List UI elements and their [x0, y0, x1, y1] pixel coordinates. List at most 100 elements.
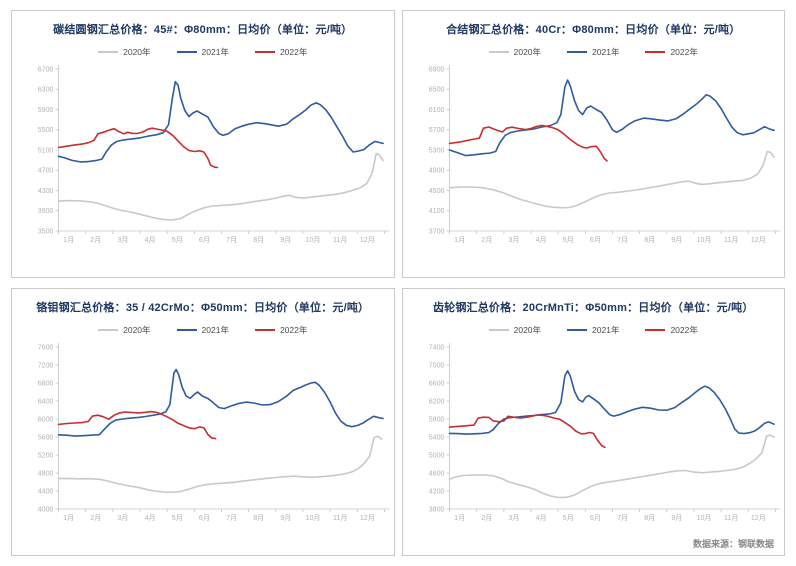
series-line-2022年 — [448, 414, 606, 449]
x-tick-label: 8月 — [253, 236, 264, 244]
line-chart: 3500 3900 4300 4700 5100 5500 5900 6300 6700 1月 2月… — [38, 65, 390, 244]
y-tick-label: 4500 — [428, 188, 444, 195]
legend-line-swatch — [488, 328, 509, 331]
x-tick-label: 2月 — [90, 514, 101, 522]
legend-item-2022: 2022年 — [645, 46, 698, 58]
x-tick-label: 3月 — [117, 514, 128, 522]
x-tick-label: 3月 — [508, 236, 519, 244]
series-line-2022年 — [57, 410, 217, 440]
legend-line-swatch — [98, 328, 119, 331]
chart-title: 碳结圆钢汇总价格：45#：Φ80mm：日均价（单位：元/吨） — [53, 24, 353, 36]
x-tick-label: 1月 — [454, 236, 465, 244]
x-tick-label: 7月 — [617, 236, 628, 244]
y-tick-label: 6800 — [38, 381, 54, 388]
legend-item-2020: 2020年 — [488, 324, 542, 336]
y-tick-label: 7600 — [38, 345, 54, 352]
legend-line-swatch — [176, 50, 197, 53]
y-tick-label: 4400 — [38, 489, 54, 496]
x-tick-label: 9月 — [280, 236, 291, 244]
y-tick-label: 7200 — [38, 363, 54, 370]
chart-panel-crmo-steel: 铬钼钢汇总价格：35 / 42CrMo：Φ50mm：日均价（单位：元/吨） 20… — [11, 288, 395, 556]
x-tick-label: 6月 — [199, 236, 210, 244]
x-tick-label: 3月 — [117, 236, 128, 244]
y-tick-label: 4000 — [38, 507, 54, 514]
chart-legend: 2020年 2021年 2022年 — [403, 323, 785, 336]
legend-item-2022: 2022年 — [254, 324, 308, 336]
y-tick-label: 4300 — [38, 188, 54, 195]
y-tick-label: 5600 — [38, 435, 54, 442]
series-line-2020年 — [57, 435, 383, 494]
legend-item-2021: 2021年 — [176, 46, 229, 58]
series-line-2021年 — [448, 79, 775, 157]
series-line-2021年 — [448, 369, 775, 435]
y-tick-label: 5100 — [38, 148, 54, 155]
series-line-2022年 — [448, 124, 608, 162]
x-tick-label: 2月 — [481, 514, 492, 522]
y-tick-label: 6600 — [428, 381, 444, 388]
x-tick-label: 9月 — [280, 514, 291, 522]
x-tick-label: 5月 — [562, 236, 573, 244]
y-tick-label: 6700 — [38, 67, 54, 74]
x-tick-label: 9月 — [671, 514, 682, 522]
y-tick-label: 6000 — [38, 417, 54, 424]
y-tick-label: 3700 — [428, 229, 444, 236]
x-tick-label: 11月 — [723, 514, 737, 522]
legend-line-swatch — [98, 50, 119, 53]
legend-item-2022: 2022年 — [645, 324, 698, 336]
x-tick-label: 1月 — [454, 514, 465, 522]
y-tick-label: 5200 — [38, 453, 54, 460]
legend-line-swatch — [488, 50, 509, 53]
legend-label: 2022年 — [670, 324, 698, 335]
y-tick-label: 5000 — [428, 453, 444, 460]
x-tick-label: 8月 — [644, 236, 655, 244]
x-tick-label: 11月 — [333, 236, 347, 244]
chart-legend: 2020年 2021年 2022年 — [12, 323, 394, 336]
y-tick-label: 6400 — [38, 399, 54, 406]
x-tick-label: 5月 — [562, 514, 573, 522]
legend-label: 2020年 — [513, 46, 542, 57]
y-tick-label: 6900 — [428, 67, 444, 74]
y-tick-label: 3800 — [428, 507, 444, 514]
legend-line-swatch — [645, 328, 666, 331]
x-tick-label: 6月 — [589, 514, 600, 522]
x-tick-label: 2月 — [481, 236, 492, 244]
y-tick-label: 4700 — [38, 168, 54, 175]
legend-line-swatch — [254, 50, 275, 53]
y-tick-label: 5800 — [428, 417, 444, 424]
legend-line-swatch — [567, 328, 588, 331]
x-tick-label: 7月 — [226, 514, 237, 522]
legend-item-2021: 2021年 — [176, 324, 229, 336]
data-source-note: 数据来源：钢联数据 — [692, 539, 774, 549]
legend-line-swatch — [567, 50, 588, 53]
legend-label: 2021年 — [201, 46, 229, 57]
series-line-2022年 — [57, 127, 219, 169]
x-tick-label: 4月 — [535, 514, 546, 522]
x-tick-label: 4月 — [145, 236, 156, 244]
x-tick-label: 12月 — [750, 514, 765, 522]
legend-label: 2020年 — [513, 324, 542, 335]
y-tick-label: 7000 — [428, 363, 444, 370]
chart-title: 铬钼钢汇总价格：35 / 42CrMo：Φ50mm：日均价（单位：元/吨） — [36, 302, 370, 314]
y-tick-label: 6200 — [428, 399, 444, 406]
legend-item-2020: 2020年 — [488, 46, 542, 58]
x-tick-label: 5月 — [172, 236, 183, 244]
legend-label: 2022年 — [279, 324, 308, 335]
y-tick-label: 4800 — [38, 471, 54, 478]
y-tick-label: 3900 — [38, 208, 54, 215]
y-tick-label: 5300 — [428, 148, 444, 155]
x-tick-label: 12月 — [750, 236, 765, 244]
x-tick-label: 12月 — [360, 236, 375, 244]
legend-line-swatch — [645, 50, 666, 53]
line-chart: 4000 4400 4800 5200 5600 6000 6400 6800 7200 7600… — [38, 343, 390, 522]
x-tick-label: 10月 — [696, 236, 711, 244]
chart-legend: 2020年 2021年 2022年 — [403, 45, 785, 58]
x-tick-label: 3月 — [508, 514, 519, 522]
chart-legend: 2020年 2021年 2022年 — [12, 45, 394, 58]
chart-panel-carbon-round-steel: 碳结圆钢汇总价格：45#：Φ80mm：日均价（单位：元/吨） 2020年 202… — [11, 10, 395, 278]
x-tick-label: 9月 — [671, 236, 682, 244]
y-tick-label: 6300 — [38, 87, 54, 94]
x-tick-label: 4月 — [535, 236, 546, 244]
y-tick-label: 4900 — [428, 168, 444, 175]
y-tick-label: 4100 — [428, 208, 444, 215]
x-tick-label: 8月 — [644, 514, 655, 522]
